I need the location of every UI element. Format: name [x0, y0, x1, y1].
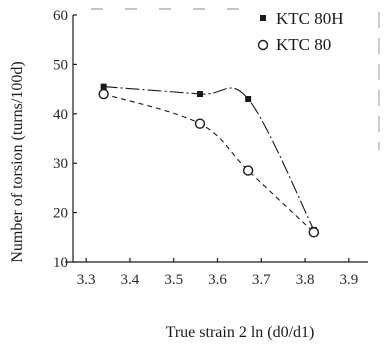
y-tick-label: 20	[53, 206, 68, 222]
legend-marker-ktc80h	[260, 15, 266, 21]
data-point-ktc80h	[245, 95, 252, 102]
x-axis-label: True strain 2 ln (d0/d1)	[166, 324, 315, 341]
y-tick-label: 10	[53, 255, 68, 271]
axes	[65, 8, 380, 263]
legend-label-ktc80h: KTC 80H	[276, 9, 344, 28]
curve-ktc-80h	[103, 86, 315, 231]
data-marks	[98, 83, 320, 238]
x-tick-label: 3.9	[339, 272, 358, 288]
y-tick-label: 30	[53, 156, 68, 172]
data-point-ktc80h	[196, 91, 203, 98]
y-tick-label: 60	[53, 8, 68, 24]
curve-ktc-80	[103, 93, 315, 233]
legend-marker-ktc80	[257, 39, 269, 51]
x-tick-label: 3.3	[77, 272, 96, 288]
data-point-ktc80	[308, 227, 320, 238]
x-tick-label: 3.6	[208, 272, 227, 288]
data-point-ktc80	[242, 165, 254, 176]
tick-labels: 10 20 30 40 50 60 3.3 3.4 3.5 3.6 3.7 3.8 3.9	[53, 8, 358, 288]
data-point-ktc80	[194, 118, 206, 129]
x-tick-label: 3.4	[121, 272, 140, 288]
x-tick-label: 3.8	[296, 272, 315, 288]
x-tick-label: 3.7	[252, 272, 271, 288]
legend: KTC 80H KTC 80	[257, 9, 344, 54]
y-axis-label: Number of torsion (turns/100d)	[9, 61, 26, 262]
fit-curves	[103, 86, 315, 233]
legend-label-ktc80: KTC 80	[276, 35, 331, 54]
y-tick-label: 50	[53, 57, 68, 73]
data-point-ktc80	[98, 88, 109, 100]
y-tick-label: 40	[53, 107, 68, 123]
data-point-ktc80h	[100, 83, 107, 90]
x-tick-label: 3.5	[164, 272, 183, 288]
